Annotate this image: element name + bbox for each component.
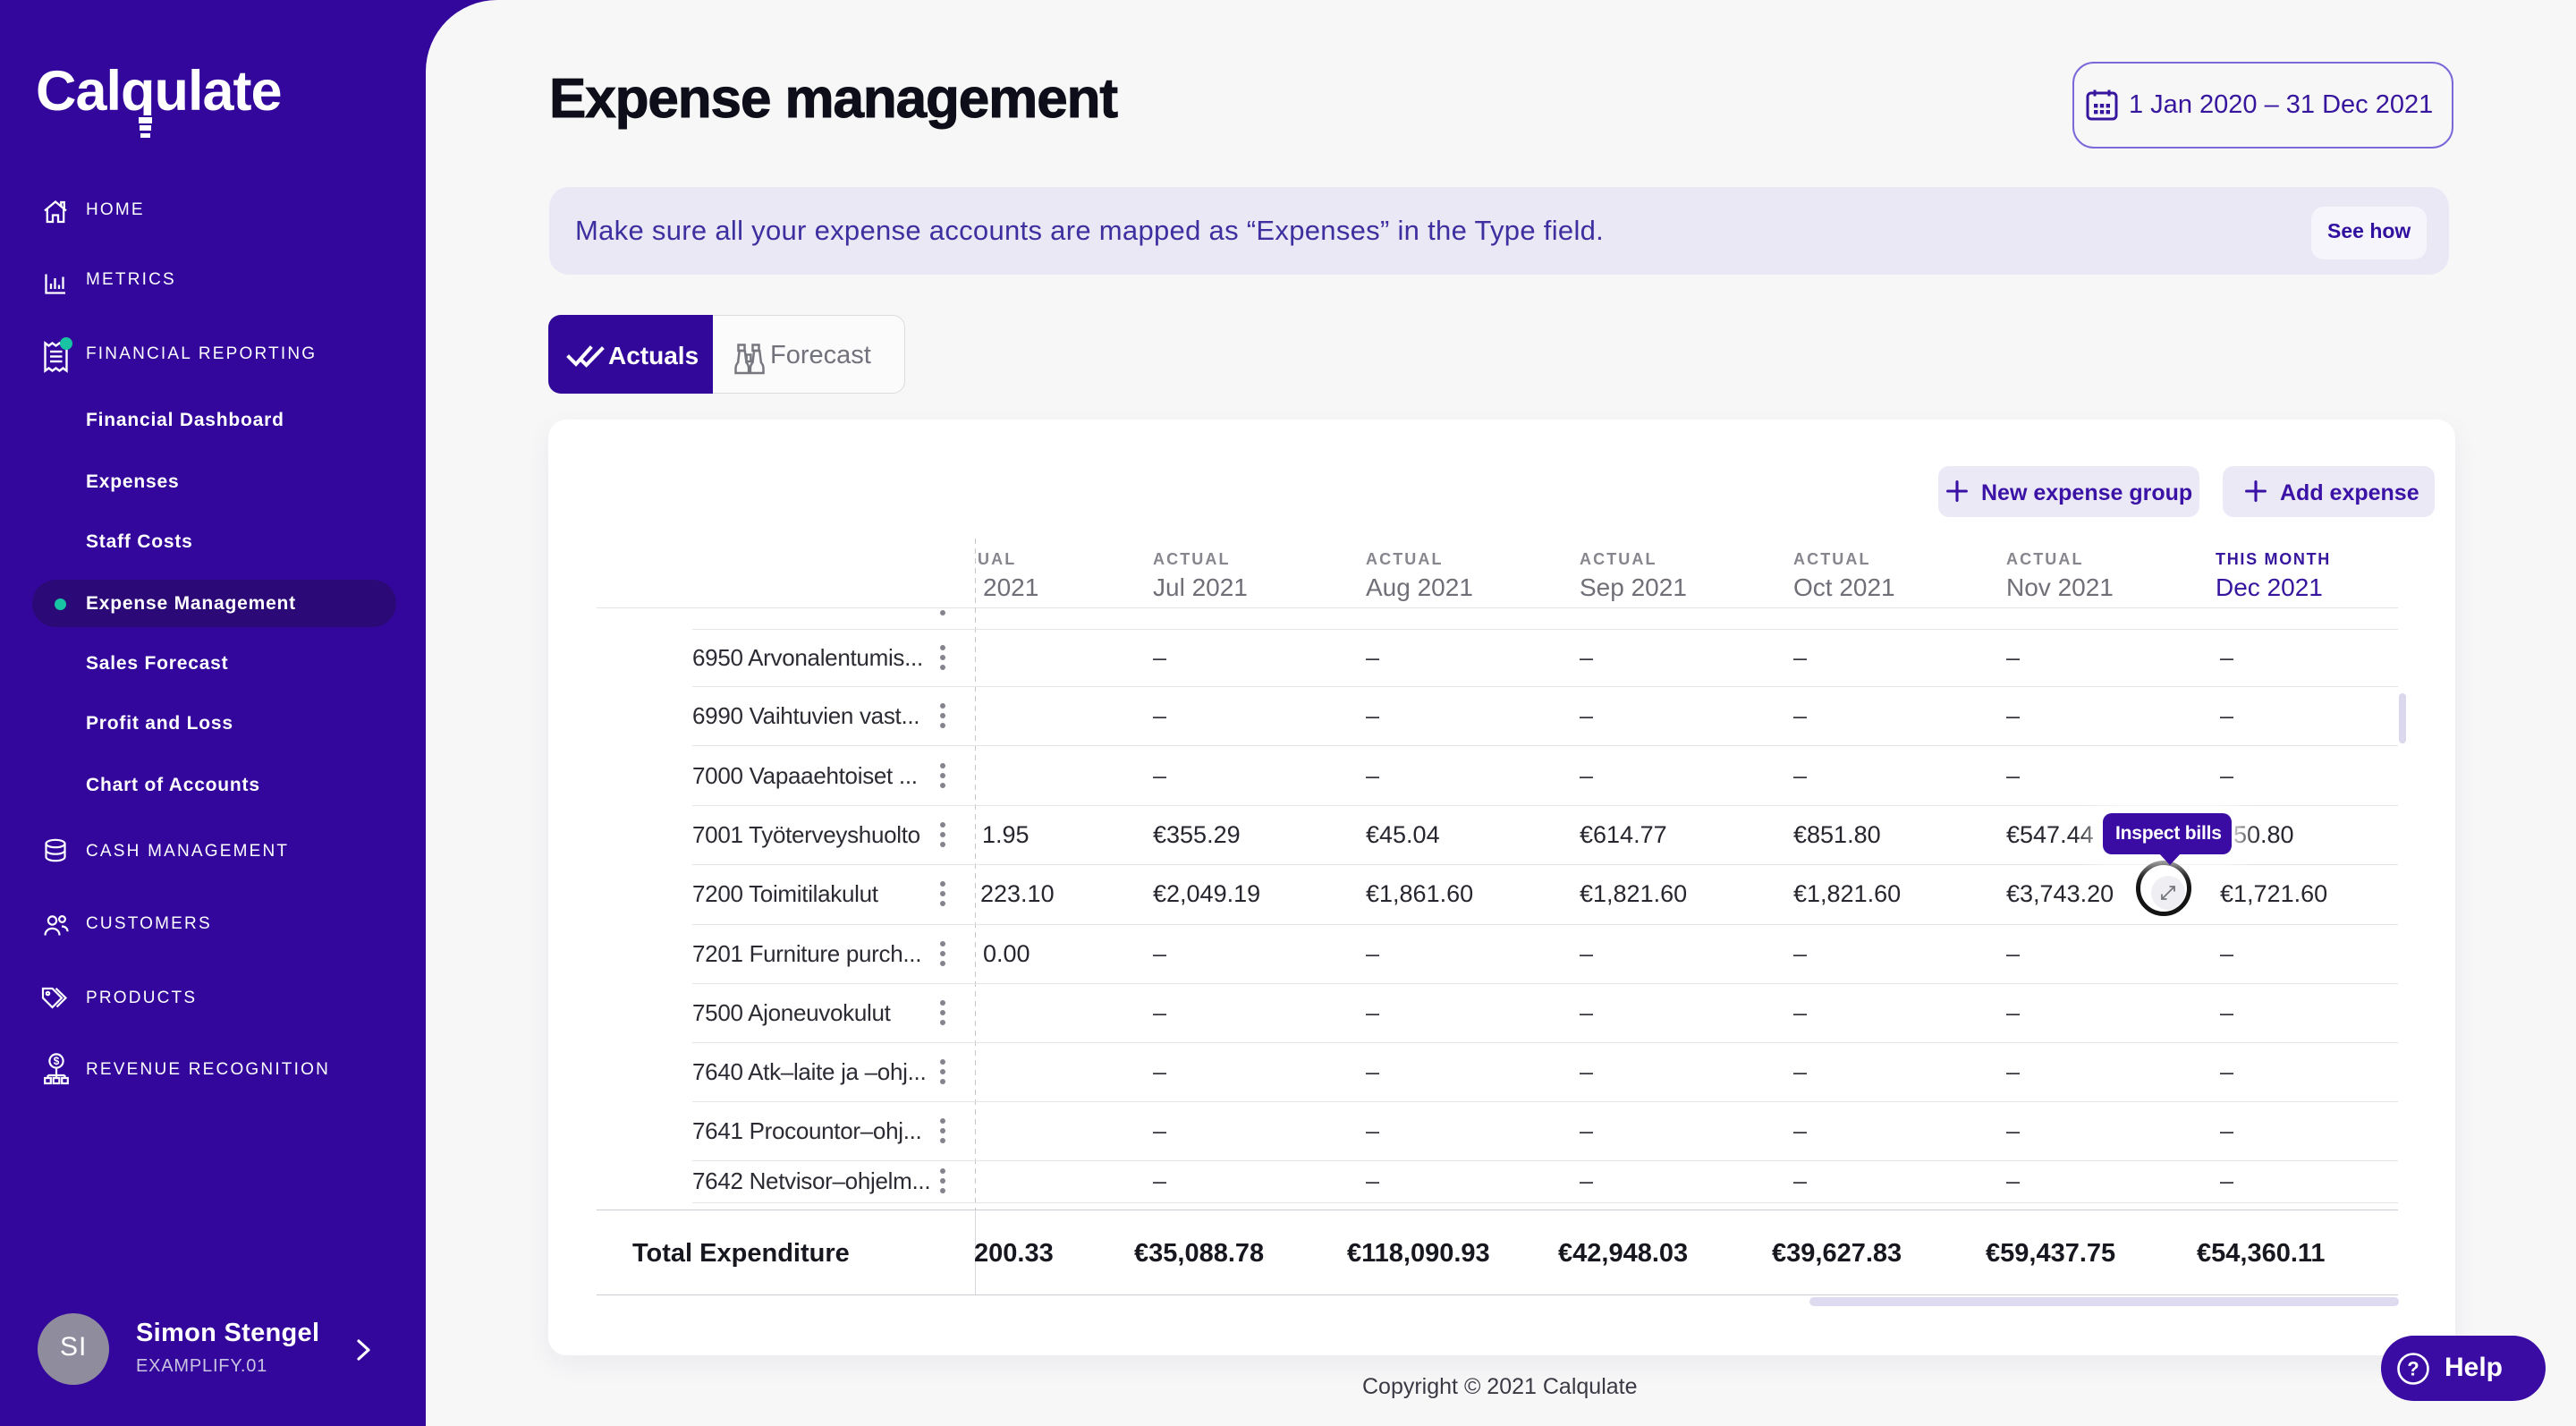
- svg-text:$: $: [54, 1055, 60, 1067]
- svg-text:?: ?: [2407, 1358, 2419, 1380]
